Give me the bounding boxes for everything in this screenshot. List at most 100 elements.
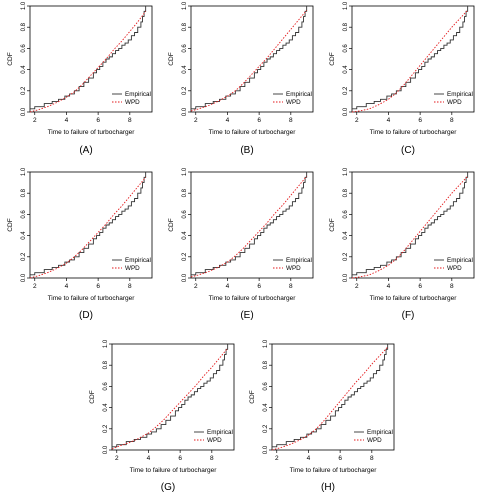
x-tick-label: 4: [65, 117, 69, 124]
y-tick-label: 0.0: [21, 273, 27, 282]
plot-frame: [351, 5, 475, 113]
x-tick-label: 4: [147, 455, 151, 462]
empirical-line: [30, 6, 147, 110]
plot-frame: [271, 343, 395, 451]
panel-label-h: (H): [321, 482, 335, 493]
legend-label: WPD: [125, 99, 140, 106]
y-tick-label: 0.4: [21, 65, 27, 74]
plot-frame: [190, 171, 314, 279]
x-tick-label: 4: [387, 283, 391, 290]
empirical-line: [352, 172, 469, 276]
plot-frame: [351, 171, 475, 279]
plot-frame: [29, 171, 153, 279]
chart-b: 0.0 0.2 0.4 0.6 0.8 1.0 2 4 6 8 Time to failure of…: [168, 1, 314, 136]
y-tick-label: 1.0: [21, 1, 27, 10]
y-tick-label: 0.6: [103, 382, 109, 391]
y-tick-label: 0.4: [103, 403, 109, 412]
y-tick-label: 0.8: [182, 22, 188, 31]
x-tick-label: 2: [275, 455, 279, 462]
y-tick-label: 0.0: [182, 107, 188, 116]
y-tick-label: 0.2: [263, 424, 269, 433]
legend-label: WPD: [207, 437, 222, 444]
x-axis-label: Time to failure of turbocharger: [290, 467, 378, 474]
wpd-line: [29, 11, 147, 113]
y-axis-label: CDF: [329, 52, 336, 65]
y-tick-label: 0.8: [21, 188, 27, 197]
x-axis-label: Time to failure of turbocharger: [209, 129, 297, 136]
chart-d: 0.0 0.2 0.4 0.6 0.8 1.0 2 4 6 8 Time to failure of…: [7, 167, 153, 302]
x-tick-label: 2: [33, 283, 37, 290]
x-tick-label: 2: [194, 117, 198, 124]
y-tick-label: 0.6: [21, 210, 27, 219]
y-tick-label: 0.4: [21, 231, 27, 240]
chart-g: 0.0 0.2 0.4 0.6 0.8 1.0 2 4 6 8 Time to failure of…: [89, 339, 235, 474]
y-axis-label: CDF: [329, 218, 336, 231]
x-tick-label: 6: [257, 283, 261, 290]
x-tick-label: 2: [194, 283, 198, 290]
y-tick-label: 0.8: [21, 22, 27, 31]
y-tick-label: 0.4: [263, 403, 269, 412]
y-tick-label: 0.0: [263, 445, 269, 454]
x-tick-label: 2: [115, 455, 119, 462]
wpd-line: [190, 9, 308, 112]
plot-frame: [29, 5, 153, 113]
empirical-line: [352, 6, 469, 110]
y-tick-label: 0.6: [343, 210, 349, 219]
y-tick-label: 0.0: [103, 445, 109, 454]
y-tick-label: 1.0: [343, 167, 349, 176]
y-axis-label: CDF: [249, 390, 256, 403]
x-axis-label: Time to failure of turbocharger: [130, 467, 218, 474]
panel-label-d: (D): [79, 310, 93, 321]
y-tick-label: 0.8: [343, 188, 349, 197]
panel-label-b: (B): [240, 145, 254, 156]
y-tick-label: 0.0: [21, 107, 27, 116]
x-tick-label: 4: [226, 117, 230, 124]
x-tick-label: 8: [450, 117, 454, 124]
legend-label: WPD: [125, 265, 140, 272]
legend-label: Empirical: [125, 257, 151, 264]
legend-label: WPD: [286, 99, 301, 106]
legend-label: WPD: [447, 99, 462, 106]
y-tick-label: 0.8: [263, 360, 269, 369]
y-tick-label: 1.0: [21, 167, 27, 176]
x-tick-label: 6: [418, 117, 422, 124]
y-tick-label: 0.2: [21, 252, 27, 261]
y-tick-label: 0.8: [343, 22, 349, 31]
chart-a: 0.0 0.2 0.4 0.6 0.8 1.0 2 4 6 8 Time to failure of…: [7, 1, 153, 136]
legend-label: Empirical: [286, 91, 312, 98]
x-tick-label: 8: [128, 283, 132, 290]
y-tick-label: 0.4: [343, 231, 349, 240]
chart-h: 0.0 0.2 0.4 0.6 0.8 1.0 2 4 6 8 Time to failure of…: [249, 339, 395, 474]
panel-label-e: (E): [240, 310, 254, 321]
panel-label-c: (C): [401, 145, 415, 156]
chart-f: 0.0 0.2 0.4 0.6 0.8 1.0 2 4 6 8 Time to failure of…: [329, 167, 475, 302]
legend-label: WPD: [447, 265, 462, 272]
legend-label: Empirical: [207, 429, 233, 436]
plot-frame: [190, 5, 314, 113]
x-axis-label: Time to failure of turbocharger: [48, 295, 136, 302]
y-tick-label: 0.6: [182, 44, 188, 53]
legend-label: Empirical: [286, 257, 312, 264]
legend-label: WPD: [286, 265, 301, 272]
wpd-line: [271, 346, 388, 451]
wpd-line: [351, 9, 468, 113]
y-tick-label: 0.6: [21, 44, 27, 53]
y-tick-label: 0.8: [103, 360, 109, 369]
x-tick-label: 2: [355, 117, 359, 124]
wpd-line: [351, 175, 468, 279]
legend-label: Empirical: [367, 429, 393, 436]
y-axis-label: CDF: [7, 218, 14, 231]
panel-label-a: (A): [79, 145, 93, 156]
y-tick-label: 0.8: [182, 188, 188, 197]
y-tick-label: 0.6: [182, 210, 188, 219]
x-tick-label: 6: [257, 117, 261, 124]
y-axis-label: CDF: [7, 52, 14, 65]
y-tick-label: 0.2: [103, 424, 109, 433]
y-tick-label: 0.0: [343, 107, 349, 116]
y-tick-label: 1.0: [182, 167, 188, 176]
y-axis-label: CDF: [168, 218, 175, 231]
y-axis-label: CDF: [168, 52, 175, 65]
x-tick-label: 4: [226, 283, 230, 290]
y-tick-label: 0.2: [343, 86, 349, 95]
empirical-line: [191, 172, 308, 276]
